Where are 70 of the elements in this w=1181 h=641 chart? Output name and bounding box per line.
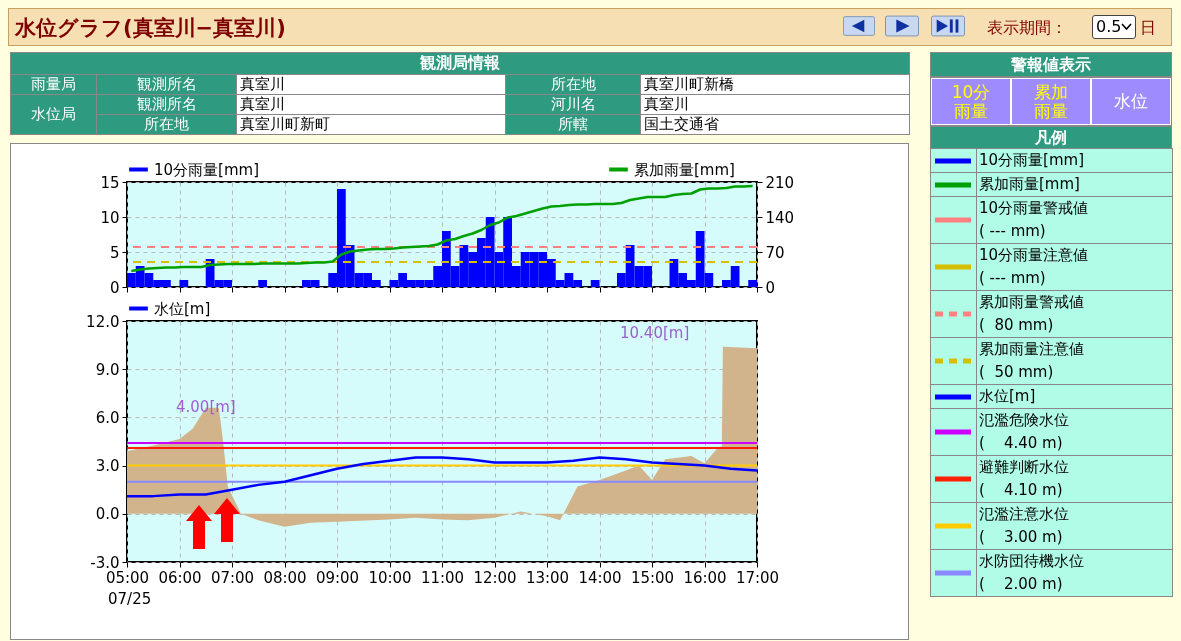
- text: 日: [1140, 18, 1156, 39]
- text: 氾濫危険水位 ( 4.40 m): [979, 411, 1069, 452]
- bar: [748, 280, 758, 287]
- text: 累加雨量[mm]: [979, 175, 1080, 193]
- text: 観測所名: [96, 94, 237, 115]
- legend-label: 累加雨量[mm]: [634, 160, 735, 179]
- text: 所在地: [96, 114, 237, 135]
- text: 国土交通省: [640, 114, 910, 135]
- y2-tick-label: 0: [765, 278, 776, 297]
- y-tick-label: 10: [100, 208, 120, 227]
- bar: [590, 280, 600, 287]
- text: 雨量局: [10, 74, 97, 95]
- text: 水位局: [10, 94, 97, 135]
- text: 凡例: [930, 126, 1172, 149]
- text: 氾濫注意水位 ( 3.00 m): [979, 505, 1069, 546]
- y-tick-label: 6.0: [95, 408, 120, 427]
- dropdown: 0.5: [1092, 15, 1136, 39]
- line-series: [130, 184, 754, 273]
- text: 水位[m]: [979, 387, 1036, 405]
- text: 真室川: [236, 94, 506, 115]
- x-tick-label: 14:00: [578, 568, 622, 587]
- x-tick-label: 15:00: [630, 568, 675, 587]
- text: 所轄: [505, 114, 641, 135]
- annotation: 10.40[m]: [620, 324, 690, 342]
- x-tick-label: 07:00: [210, 568, 255, 587]
- text: 10分雨量: [932, 79, 1010, 124]
- text: 観測所名: [96, 74, 237, 95]
- x-tick-label: 13:00: [525, 568, 570, 587]
- text: 真室川町新橋: [640, 74, 910, 95]
- x-tick-label: 12:00: [473, 568, 517, 587]
- text: 水位グラフ(真室川−真室川): [15, 15, 286, 42]
- y-tick-label: 9.0: [95, 360, 120, 379]
- x-tick-label: 06:00: [158, 568, 202, 587]
- y2-tick-label: 140: [765, 208, 795, 227]
- text: 10分雨量警戒値 ( --- mm): [976, 196, 1173, 244]
- x-tick-label: 16:00: [683, 568, 727, 587]
- x-tick-label: 09:00: [315, 568, 360, 587]
- text: 累加雨量注意値 ( 50 mm): [979, 340, 1084, 381]
- text: 10分雨量注意値 ( --- mm): [976, 243, 1173, 291]
- y-tick-label: 3.0: [95, 457, 120, 476]
- x-tick-label: 17:00: [735, 568, 780, 587]
- bar: [258, 280, 267, 287]
- text: 水位: [1092, 79, 1170, 124]
- y-tick-label: 5: [109, 243, 120, 262]
- text: 警報値表示: [930, 52, 1172, 77]
- legend-label: 10分雨量[mm]: [154, 160, 260, 179]
- text: 真室川: [640, 94, 910, 115]
- text: 累加雨量: [1012, 79, 1090, 124]
- text: 所在地: [505, 74, 641, 95]
- y-tick-label: 0: [109, 278, 120, 297]
- text: 真室川: [236, 74, 506, 95]
- x-tick-label: 11:00: [420, 568, 465, 587]
- y2-tick-label: 70: [765, 243, 785, 262]
- text: 水防団待機水位 ( 2.00 m): [979, 552, 1084, 593]
- text: 10分雨量[mm]: [979, 151, 1085, 169]
- x-tick-label: 08:00: [263, 568, 307, 587]
- text: 07/25: [108, 590, 152, 608]
- text: 累加雨量警戒値 ( 80 mm): [979, 293, 1084, 334]
- text: 観測局情報: [10, 52, 910, 75]
- text: 河川名: [505, 94, 641, 115]
- y-tick-label: 12.0: [86, 312, 120, 331]
- x-tick-label: 10:00: [368, 568, 412, 587]
- text: 表示期間：: [987, 18, 1067, 39]
- legend-label: 水位[m]: [154, 299, 211, 318]
- text: 避難判断水位 ( 4.10 m): [979, 458, 1069, 499]
- y-tick-label: 0.0: [95, 505, 120, 524]
- bar: [179, 280, 189, 287]
- y-tick-label: 15: [100, 173, 120, 192]
- text: 真室川町新町: [236, 114, 506, 135]
- y2-tick-label: 210: [765, 173, 795, 192]
